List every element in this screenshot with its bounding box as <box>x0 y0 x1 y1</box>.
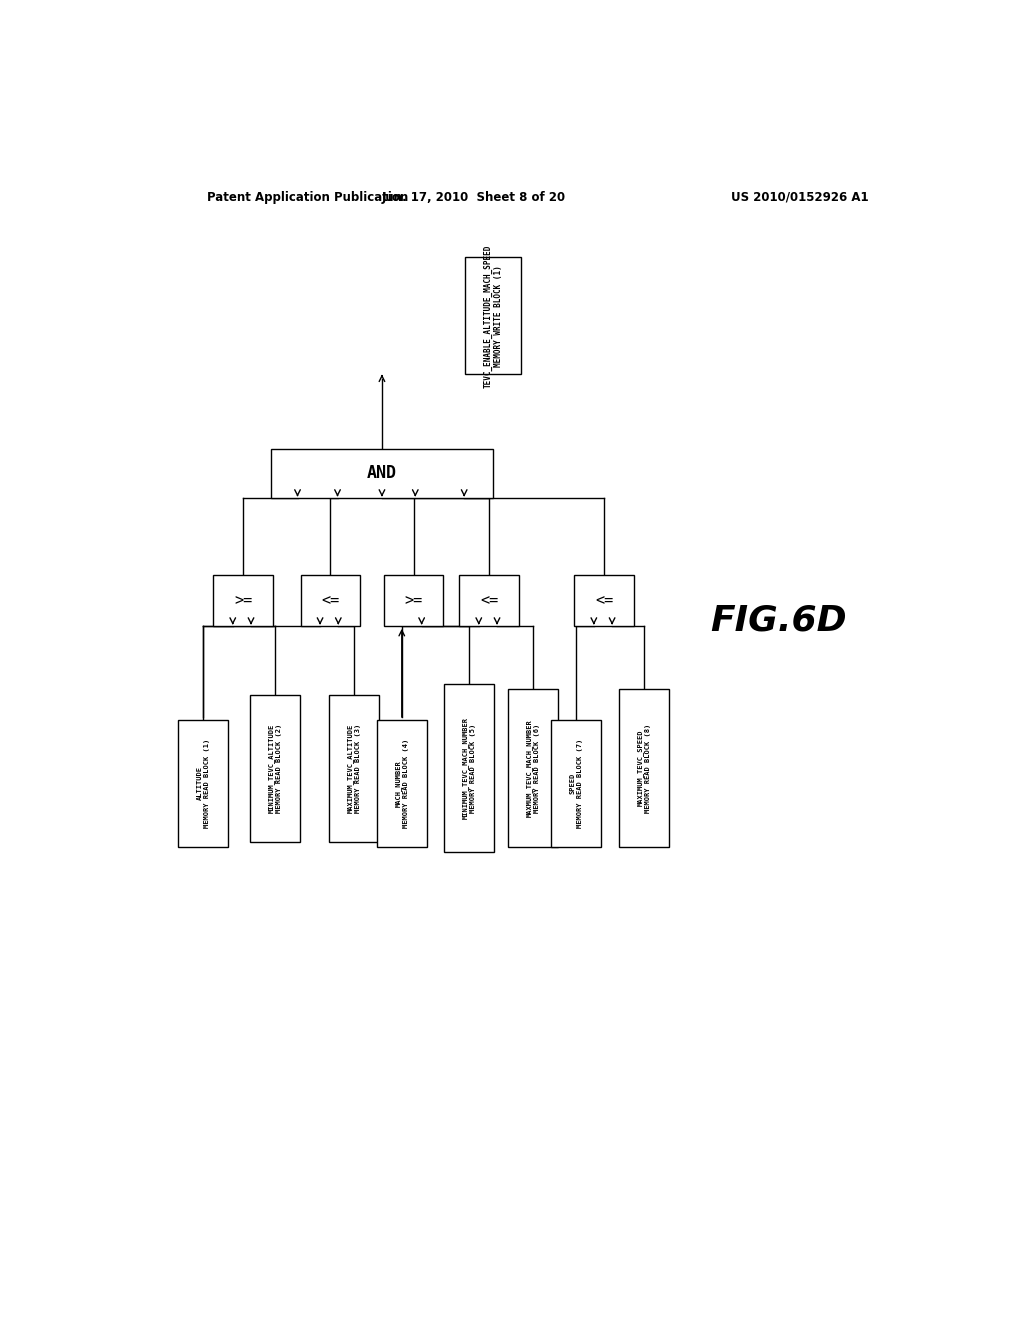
Text: US 2010/0152926 A1: US 2010/0152926 A1 <box>731 190 868 203</box>
Bar <box>444 684 495 853</box>
Bar <box>270 449 494 498</box>
Text: MACH_NUMBER
MEMORY READ BLOCK (4): MACH_NUMBER MEMORY READ BLOCK (4) <box>395 739 409 828</box>
Bar <box>618 689 669 847</box>
Text: ALTITUDE
MEMORY READ BLOCK (1): ALTITUDE MEMORY READ BLOCK (1) <box>197 739 210 828</box>
Bar <box>551 719 601 847</box>
Text: AND: AND <box>367 465 397 483</box>
Bar <box>213 576 272 626</box>
Bar <box>460 576 519 626</box>
Text: Jun. 17, 2010  Sheet 8 of 20: Jun. 17, 2010 Sheet 8 of 20 <box>381 190 565 203</box>
Text: MAXIMUM_TEVC_SPEED
MEMORY READ BLOCK (8): MAXIMUM_TEVC_SPEED MEMORY READ BLOCK (8) <box>637 723 651 813</box>
Text: Patent Application Publication: Patent Application Publication <box>207 190 409 203</box>
Bar <box>178 719 228 847</box>
Text: MINIMUM_TEVC_ALTITUDE
MEMORY READ BLOCK (2): MINIMUM_TEVC_ALTITUDE MEMORY READ BLOCK … <box>268 723 282 813</box>
Bar <box>301 576 360 626</box>
Bar <box>377 719 427 847</box>
Bar <box>384 576 443 626</box>
Text: FIG.6D: FIG.6D <box>711 603 847 638</box>
Bar <box>250 694 300 842</box>
Bar <box>465 257 521 375</box>
Bar <box>508 689 558 847</box>
Text: >=: >= <box>233 593 252 609</box>
Bar <box>329 694 379 842</box>
Text: MINIMUM_TEVC_MACH_NUMBER
MEMORY READ BLOCK (5): MINIMUM_TEVC_MACH_NUMBER MEMORY READ BLO… <box>462 717 476 820</box>
Text: SPEED
MEMORY READ BLOCK (7): SPEED MEMORY READ BLOCK (7) <box>570 739 583 828</box>
Text: MAXIMUM_TEVC_ALTITUDE
MEMORY READ BLOCK (3): MAXIMUM_TEVC_ALTITUDE MEMORY READ BLOCK … <box>347 723 361 813</box>
Bar <box>574 576 634 626</box>
Text: MAXMUM_TEVC_MACH_NUMBER
MEMORY READ BLOCK (6): MAXMUM_TEVC_MACH_NUMBER MEMORY READ BLOC… <box>525 719 540 817</box>
Text: <=: <= <box>322 593 340 609</box>
Text: <=: <= <box>480 593 499 609</box>
Text: >=: >= <box>404 593 423 609</box>
Text: TEVC_ENABLE_ALTITUDE_MACH_SPEED
MEMORY WRITE BLOCK (1): TEVC_ENABLE_ALTITUDE_MACH_SPEED MEMORY W… <box>483 244 503 388</box>
Text: <=: <= <box>595 593 613 609</box>
